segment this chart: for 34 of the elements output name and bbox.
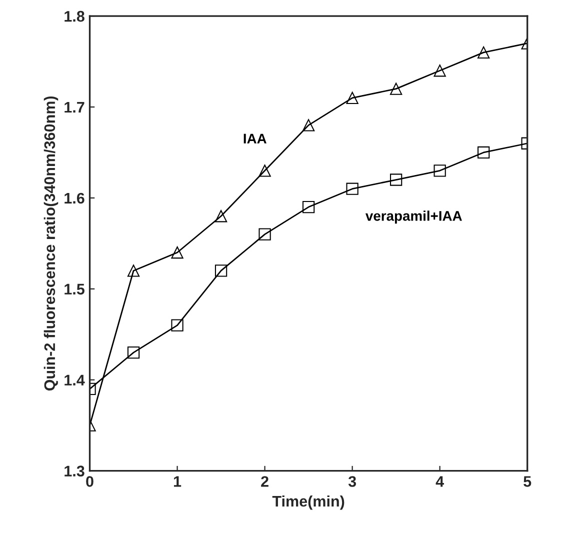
point [171,246,184,259]
series-label: IAA [244,134,266,144]
point [434,164,446,177]
point [434,64,446,77]
series-label: verapamil+IAA [365,210,462,224]
point [346,182,358,195]
point [214,264,228,277]
point [171,319,184,332]
point [478,146,490,159]
point [302,119,315,132]
x-tick-label: 1 [174,476,182,487]
point [302,200,315,214]
point [127,346,140,359]
y-tick-label: 1.5 [64,284,84,295]
point [214,210,228,222]
point [258,164,271,177]
point [390,82,402,95]
x-tick-label: 5 [524,476,532,487]
point [478,46,490,59]
y-tick-label: 1.3 [64,466,84,477]
y-tick-label: 1.6 [64,192,84,204]
point [346,92,358,104]
point [390,174,402,186]
x-tick-label: 3 [348,476,356,487]
y-tick-label: 1.8 [64,10,84,22]
y-tick-label: 1.7 [64,102,84,113]
x-tick-label: 2 [261,476,268,487]
y-tick-label: 1.4 [64,374,85,386]
x-tick-label: 0 [86,476,94,487]
x-axis-title: Time(min) [272,495,344,510]
x-tick-label: 4 [436,476,444,487]
y-axis-title: Quin-2 fluorescence ratio(340nm/360nm) [44,96,58,391]
point [127,264,140,277]
point [258,228,271,240]
